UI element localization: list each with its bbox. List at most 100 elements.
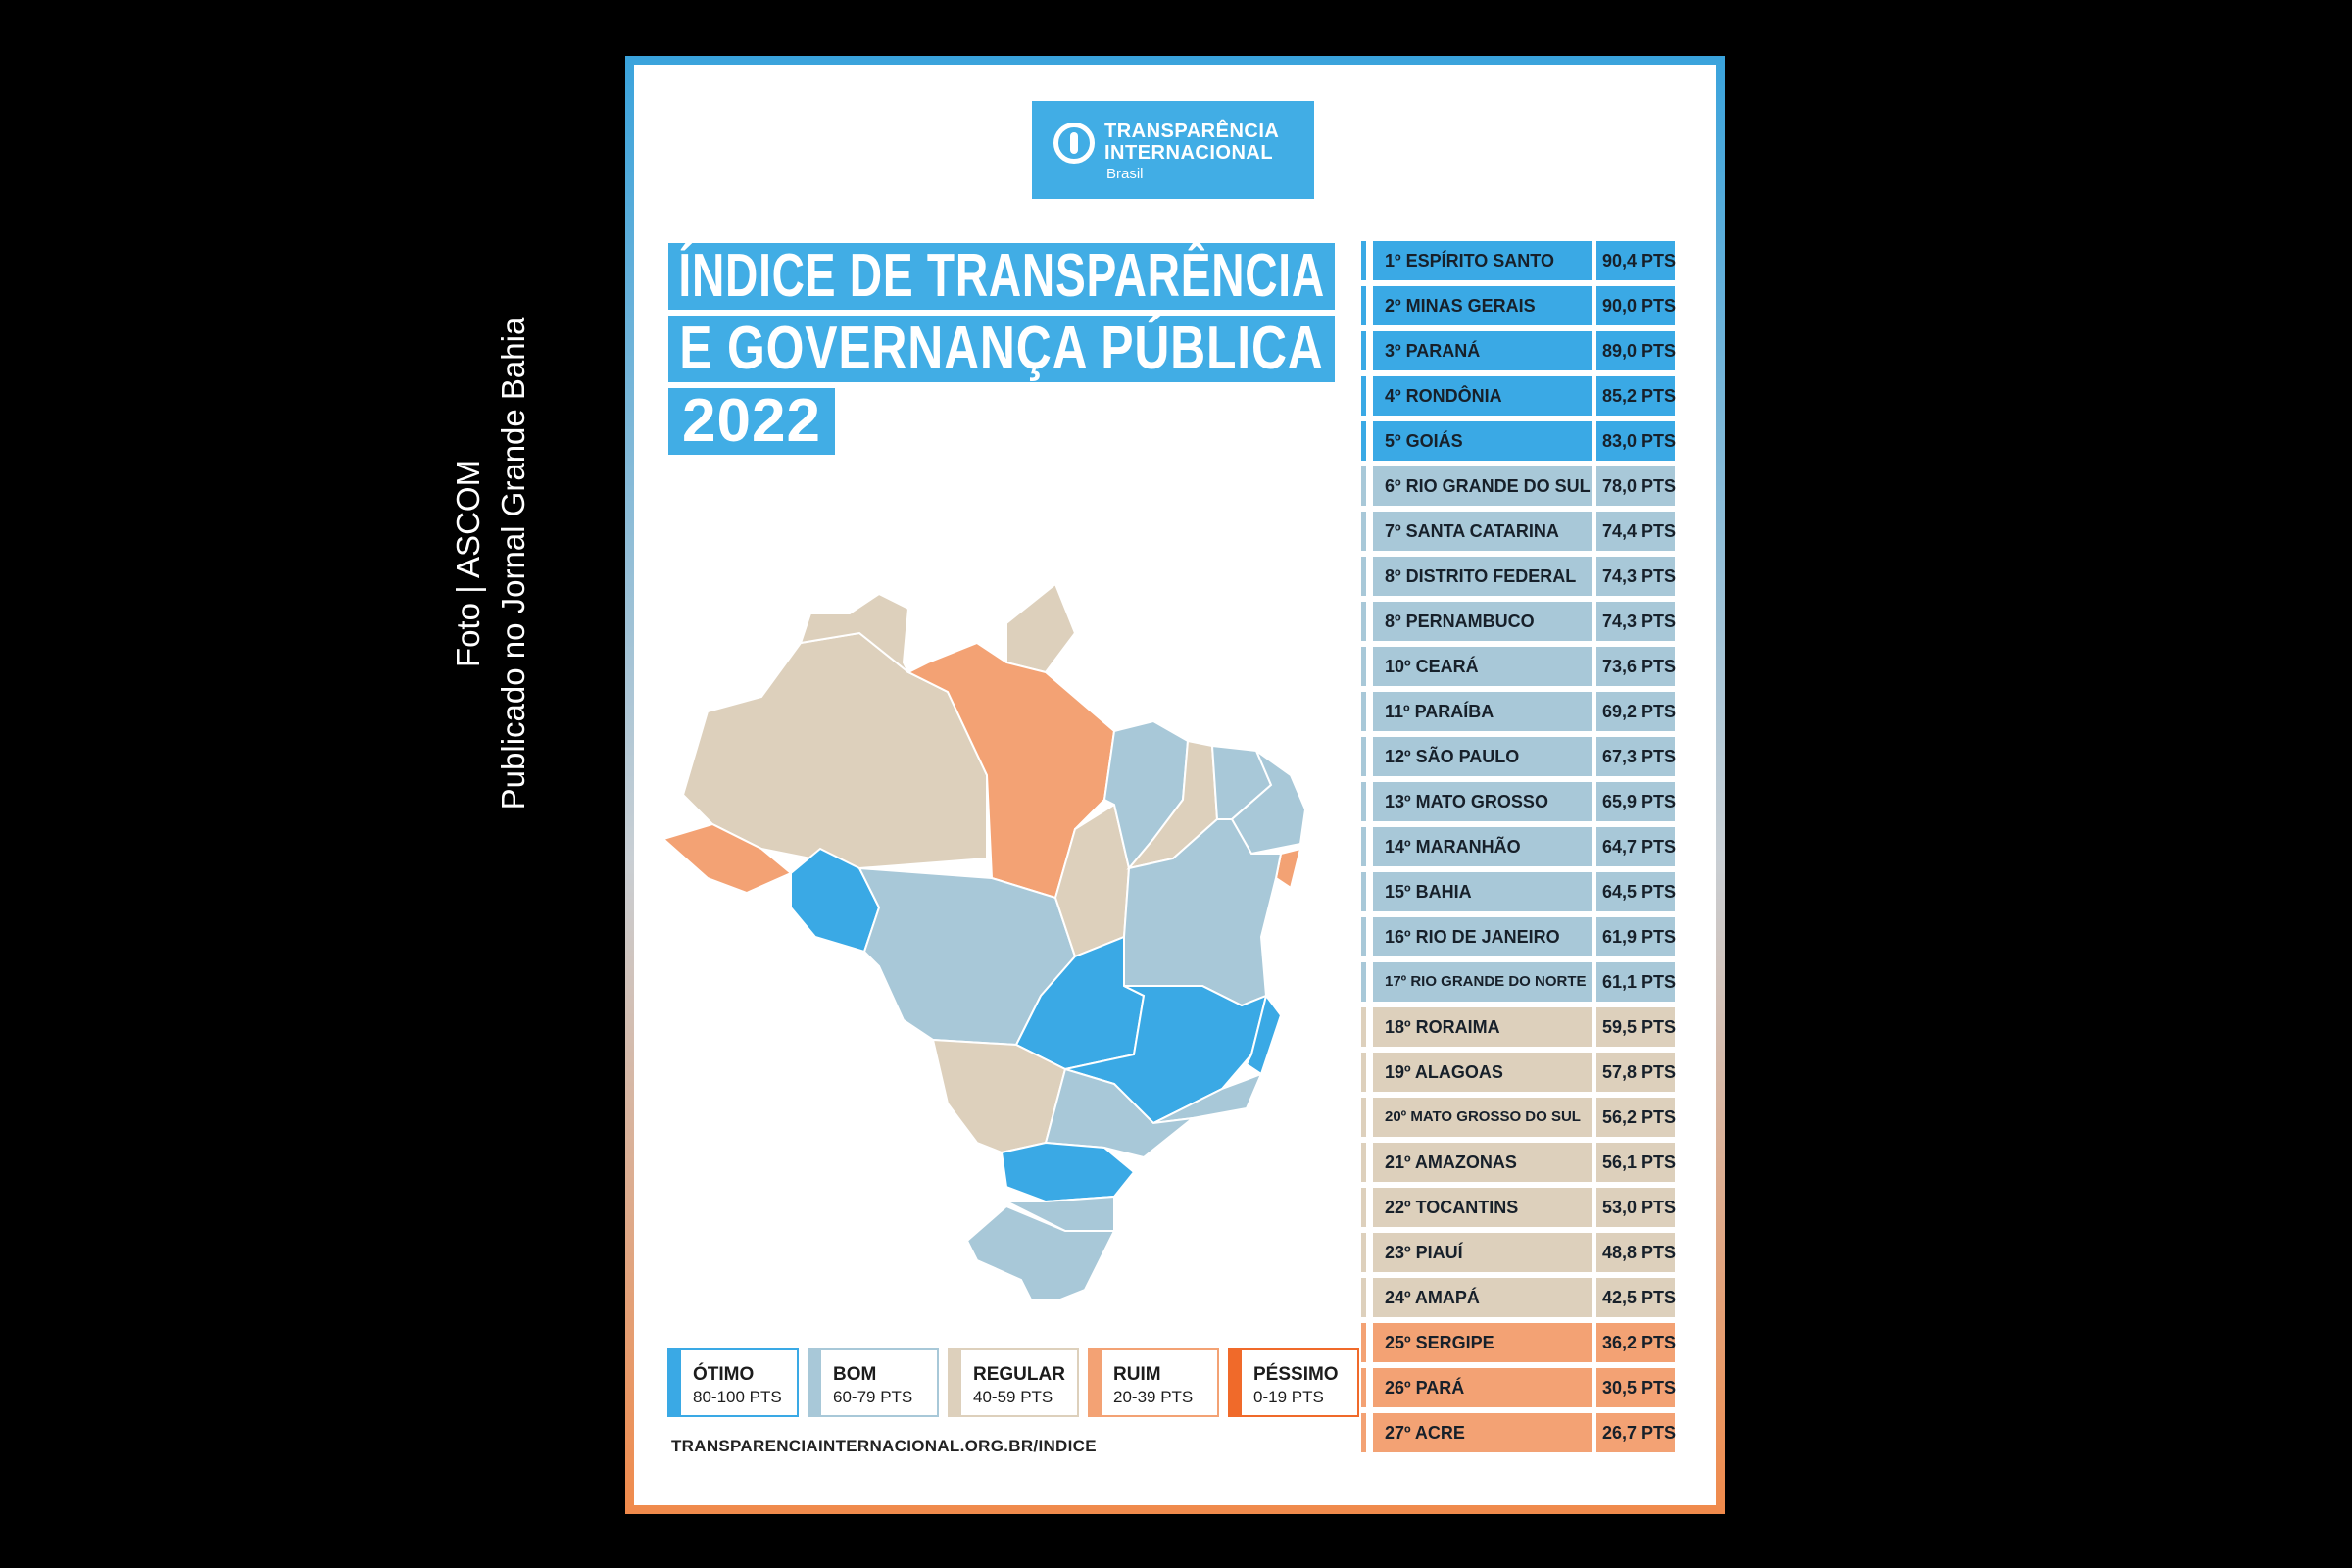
source-url: TRANSPARENCIAINTERNACIONAL.ORG.BR/INDICE <box>671 1437 1097 1455</box>
ranking-state: 1º ESPÍRITO SANTO <box>1373 241 1592 280</box>
legend-name: REGULAR <box>973 1364 1065 1385</box>
ranking-points: 83,0 PTS <box>1596 421 1676 461</box>
ranking-accent <box>1361 962 1366 1002</box>
ranking-points: 30,5 PTS <box>1596 1368 1676 1407</box>
ranking-state: 7º SANTA CATARINA <box>1373 512 1592 551</box>
photo-credit: Foto | ASCOM Publicado no Jornal Grande … <box>446 270 554 858</box>
ranking-points: 26,7 PTS <box>1596 1413 1676 1452</box>
ranking-row: 4º RONDÔNIA 85,2 PTS <box>1361 374 1676 419</box>
ranking-accent <box>1361 827 1366 866</box>
ranking-row: 23º PIAUÍ 48,8 PTS <box>1361 1231 1676 1276</box>
legend-range: 20-39 PTS <box>1113 1388 1194 1406</box>
ranking-row: 22º TOCANTINS 53,0 PTS <box>1361 1186 1676 1231</box>
ranking-accent <box>1361 1368 1366 1407</box>
ranking-accent <box>1361 421 1366 461</box>
legend-name: RUIM <box>1113 1364 1161 1385</box>
ranking-points: 73,6 PTS <box>1596 647 1676 686</box>
ranking-row: 13º MATO GROSSO 65,9 PTS <box>1361 780 1676 825</box>
ranking-state: 12º SÃO PAULO <box>1373 737 1592 776</box>
ranking-accent <box>1361 1413 1366 1452</box>
ranking-points: 57,8 PTS <box>1596 1053 1676 1092</box>
ranking-state: 10º CEARÁ <box>1373 647 1592 686</box>
ranking-accent <box>1361 331 1366 370</box>
ranking-state: 18º RORAIMA <box>1373 1007 1592 1047</box>
ranking-points: 42,5 PTS <box>1596 1278 1676 1317</box>
ranking-row: 18º RORAIMA 59,5 PTS <box>1361 1005 1676 1051</box>
ranking-state: 21º AMAZONAS <box>1373 1143 1592 1182</box>
ranking-state: 24º AMAPÁ <box>1373 1278 1592 1317</box>
credit-line-1: Foto | ASCOM <box>450 459 486 668</box>
ranking-table: 1º ESPÍRITO SANTO 90,4 PTS 2º MINAS GERAIS… <box>1361 239 1676 1456</box>
ranking-state: 19º ALAGOAS <box>1373 1053 1592 1092</box>
ranking-state: 11º PARAÍBA <box>1373 692 1592 731</box>
legend-swatch <box>950 1350 961 1415</box>
ranking-points: 65,9 PTS <box>1596 782 1676 821</box>
logo-line-3: Brasil <box>1106 166 1144 182</box>
ranking-points: 78,0 PTS <box>1596 466 1676 506</box>
ranking-accent <box>1361 872 1366 911</box>
ranking-accent <box>1361 241 1366 280</box>
ranking-accent <box>1361 557 1366 596</box>
ranking-row: 24º AMAPÁ 42,5 PTS <box>1361 1276 1676 1321</box>
ranking-row: 7º SANTA CATARINA 74,4 PTS <box>1361 510 1676 555</box>
ranking-row: 11º PARAÍBA 69,2 PTS <box>1361 690 1676 735</box>
ranking-accent <box>1361 1233 1366 1272</box>
ranking-accent <box>1361 466 1366 506</box>
legend-name: BOM <box>833 1364 877 1385</box>
ranking-row: 26º PARÁ 30,5 PTS <box>1361 1366 1676 1411</box>
ranking-points: 67,3 PTS <box>1596 737 1676 776</box>
map-state-rio-grande-do-sul <box>965 1204 1116 1299</box>
legend-swatch <box>809 1350 821 1415</box>
infographic-frame: TRANSPARÊNCIA INTERNACIONAL Brasil ÍNDIC… <box>625 56 1725 1514</box>
ranking-state: 8º DISTRITO FEDERAL <box>1373 557 1592 596</box>
ranking-row: 14º MARANHÃO 64,7 PTS <box>1361 825 1676 870</box>
ranking-state: 5º GOIÁS <box>1373 421 1592 461</box>
legend-swatch <box>669 1350 681 1415</box>
ranking-points: 56,1 PTS <box>1596 1143 1676 1182</box>
title-line-2: E GOVERNANÇA PÚBLICA <box>668 316 1335 382</box>
ranking-accent <box>1361 917 1366 956</box>
ranking-accent <box>1361 1143 1366 1182</box>
legend-name: ÓTIMO <box>693 1364 755 1385</box>
ranking-row: 12º SÃO PAULO 67,3 PTS <box>1361 735 1676 780</box>
ranking-state: 25º SERGIPE <box>1373 1323 1592 1362</box>
ranking-accent <box>1361 1323 1366 1362</box>
legend-item-regular: REGULAR 40-59 PTS <box>948 1348 1079 1417</box>
legend-item-bom: BOM 60-79 PTS <box>808 1348 939 1417</box>
ranking-row: 3º PARANÁ 89,0 PTS <box>1361 329 1676 374</box>
ranking-accent <box>1361 1278 1366 1317</box>
ranking-points: 61,9 PTS <box>1596 917 1676 956</box>
ranking-points: 89,0 PTS <box>1596 331 1676 370</box>
ranking-state: 8º PERNAMBUCO <box>1373 602 1592 641</box>
ranking-points: 74,4 PTS <box>1596 512 1676 551</box>
ranking-points: 74,3 PTS <box>1596 557 1676 596</box>
ranking-row: 16º RIO DE JANEIRO 61,9 PTS <box>1361 915 1676 960</box>
legend-range: 0-19 PTS <box>1253 1388 1324 1406</box>
ranking-accent <box>1361 1098 1366 1137</box>
ranking-row: 21º AMAZONAS 56,1 PTS <box>1361 1141 1676 1186</box>
ranking-accent <box>1361 782 1366 821</box>
ranking-points: 64,5 PTS <box>1596 872 1676 911</box>
ranking-row: 1º ESPÍRITO SANTO 90,4 PTS <box>1361 239 1676 284</box>
legend-range: 40-59 PTS <box>973 1388 1054 1406</box>
ranking-row: 10º CEARÁ 73,6 PTS <box>1361 645 1676 690</box>
ranking-accent <box>1361 512 1366 551</box>
legend-range: 80-100 PTS <box>693 1388 782 1406</box>
ranking-row: 25º SERGIPE 36,2 PTS <box>1361 1321 1676 1366</box>
ranking-points: 90,4 PTS <box>1596 241 1676 280</box>
ranking-points: 64,7 PTS <box>1596 827 1676 866</box>
legend-item-ruim: RUIM 20-39 PTS <box>1088 1348 1219 1417</box>
brazil-map <box>661 582 1307 1299</box>
ranking-accent <box>1361 692 1366 731</box>
ranking-accent <box>1361 286 1366 325</box>
legend-item-otimo: ÓTIMO 80-100 PTS <box>667 1348 799 1417</box>
ranking-state: 6º RIO GRANDE DO SUL <box>1373 466 1592 506</box>
logo-line-1: TRANSPARÊNCIA <box>1104 121 1280 142</box>
ranking-row: 27º ACRE 26,7 PTS <box>1361 1411 1676 1456</box>
ranking-points: 74,3 PTS <box>1596 602 1676 641</box>
ranking-accent <box>1361 1188 1366 1227</box>
ranking-row: 8º DISTRITO FEDERAL 74,3 PTS <box>1361 555 1676 600</box>
logo-line-2: INTERNACIONAL <box>1104 142 1274 164</box>
map-state-nordeste-leste <box>1230 748 1307 856</box>
ranking-state: 16º RIO DE JANEIRO <box>1373 917 1592 956</box>
